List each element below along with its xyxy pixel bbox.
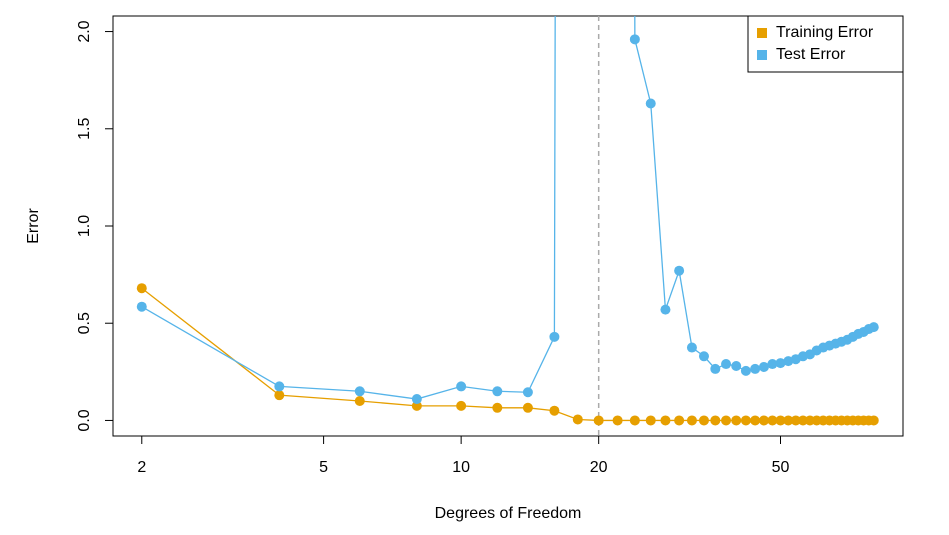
point <box>758 361 769 372</box>
point <box>660 415 671 426</box>
point <box>136 301 147 312</box>
point <box>740 365 751 376</box>
point <box>492 402 503 413</box>
point <box>721 415 732 426</box>
point <box>797 415 808 426</box>
x-tick-label: 5 <box>319 459 328 476</box>
y-tick-label: 1.0 <box>76 215 93 237</box>
point <box>686 342 697 353</box>
point <box>710 415 721 426</box>
y-tick-label: 1.5 <box>76 118 93 140</box>
point <box>698 415 709 426</box>
legend-swatch <box>757 50 767 60</box>
point <box>411 394 422 405</box>
point <box>629 415 640 426</box>
point <box>731 361 742 371</box>
point <box>775 358 786 369</box>
point <box>721 359 732 370</box>
legend-label: Training Error <box>776 24 874 41</box>
point <box>686 415 697 426</box>
y-axis-label: Error <box>25 208 42 244</box>
point <box>674 265 685 276</box>
point <box>698 351 709 362</box>
point <box>660 304 671 315</box>
point <box>674 415 685 426</box>
point <box>645 98 656 109</box>
y-tick-label: 2.0 <box>76 20 93 42</box>
point <box>492 386 503 397</box>
point <box>750 363 761 374</box>
point <box>549 405 560 416</box>
x-tick-label: 2 <box>137 459 146 476</box>
legend-label: Test Error <box>776 46 846 63</box>
point <box>274 390 285 401</box>
point <box>354 396 365 406</box>
point <box>354 386 365 397</box>
x-axis-label: Degrees of Freedom <box>435 505 582 522</box>
point <box>274 381 285 392</box>
plot-area <box>136 16 879 436</box>
point <box>612 415 623 426</box>
legend-swatch <box>757 28 767 38</box>
point <box>783 356 794 367</box>
y-tick-label: 0.5 <box>76 312 93 334</box>
point <box>750 415 761 426</box>
point <box>549 331 560 342</box>
point <box>522 402 533 413</box>
plot-frame <box>112 15 904 437</box>
point <box>868 415 879 426</box>
point <box>456 400 467 411</box>
point <box>522 387 533 398</box>
point <box>767 359 778 370</box>
point <box>136 283 147 294</box>
point <box>593 415 604 426</box>
legend-box <box>747 15 904 73</box>
x-tick-label: 20 <box>590 459 608 476</box>
point <box>629 34 640 45</box>
point <box>783 415 794 426</box>
point <box>740 415 751 426</box>
point <box>767 415 778 426</box>
point <box>868 322 879 333</box>
point <box>710 363 721 374</box>
point <box>645 415 656 426</box>
series-line <box>141 287 874 422</box>
point <box>790 415 801 426</box>
point <box>731 415 742 426</box>
point <box>775 415 786 426</box>
y-tick-label: 0.0 <box>76 409 93 431</box>
point <box>456 381 467 392</box>
x-tick-label: 10 <box>452 459 470 476</box>
x-tick-label: 50 <box>772 459 790 476</box>
point <box>572 414 583 425</box>
point <box>758 415 769 426</box>
